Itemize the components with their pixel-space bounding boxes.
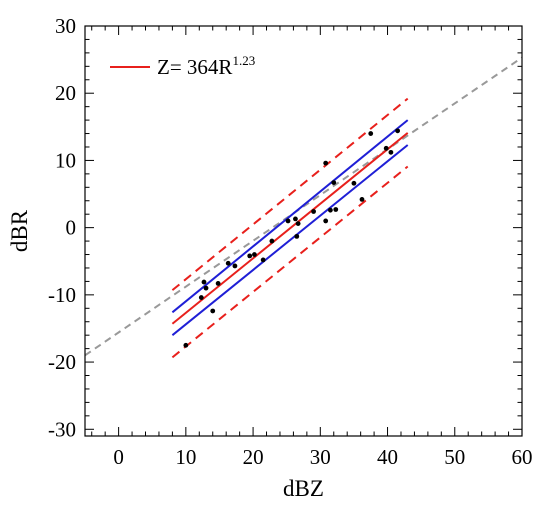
y-tick-label: 30 (55, 14, 76, 38)
x-tick-label: 10 (175, 445, 196, 469)
data-point (252, 252, 257, 257)
x-tick-label: 40 (377, 445, 398, 469)
data-point (232, 263, 238, 269)
plot-marks (85, 56, 522, 359)
y-tick-label: 10 (55, 148, 76, 172)
data-point (395, 128, 401, 134)
data-point (247, 253, 253, 259)
data-point (388, 149, 394, 155)
x-tick-label: 60 (512, 445, 533, 469)
x-axis-title: dBZ (283, 476, 324, 501)
y-tick-label: -20 (48, 350, 76, 374)
line-confidence-upper (171, 119, 409, 314)
data-point (215, 281, 221, 286)
data-point (198, 295, 204, 300)
data-point (295, 221, 301, 227)
data-point (201, 279, 207, 285)
legend-label: Z= 364R1.23 (157, 53, 255, 79)
data-point (210, 308, 216, 314)
data-point (293, 216, 298, 222)
data-point (203, 285, 209, 291)
y-tick-label: 20 (55, 81, 76, 105)
y-tick-label: -10 (48, 283, 76, 307)
line-prediction-lower (171, 165, 409, 359)
legend-label-text: Z= 364R (157, 55, 232, 79)
y-axis-title: dBR (7, 209, 32, 252)
data-point (260, 257, 266, 263)
legend: Z= 364R1.23 (110, 53, 255, 79)
y-tick-label: 0 (66, 216, 77, 240)
data-point (311, 209, 316, 214)
x-tick-label: 20 (243, 445, 264, 469)
axis-ticks (85, 25, 523, 436)
data-point (269, 238, 275, 244)
data-point (368, 131, 374, 136)
plot-area (85, 56, 522, 359)
data-point (285, 218, 291, 224)
y-tick-label: -30 (48, 417, 76, 441)
data-point (351, 180, 357, 186)
tick-labels: 0 10 20 30 40 50 60 -30 -20 -10 0 10 20 30 (48, 14, 533, 469)
data-point (333, 207, 339, 212)
plot-frame (84, 25, 523, 437)
legend-label-exponent: 1.23 (232, 53, 255, 68)
data-point (225, 260, 231, 266)
data-point (359, 197, 365, 202)
x-tick-label: 30 (310, 445, 331, 469)
x-tick-label: 50 (444, 445, 465, 469)
data-point (383, 145, 389, 151)
data-point (294, 233, 300, 239)
data-point (323, 218, 329, 224)
line-prediction-upper (171, 97, 409, 291)
data-point (323, 160, 329, 166)
line-fit (171, 132, 409, 325)
data-point (327, 207, 333, 213)
line-confidence-lower (171, 144, 409, 336)
data-point (183, 342, 189, 348)
x-tick-label: 0 (113, 445, 124, 469)
data-point (331, 180, 337, 186)
